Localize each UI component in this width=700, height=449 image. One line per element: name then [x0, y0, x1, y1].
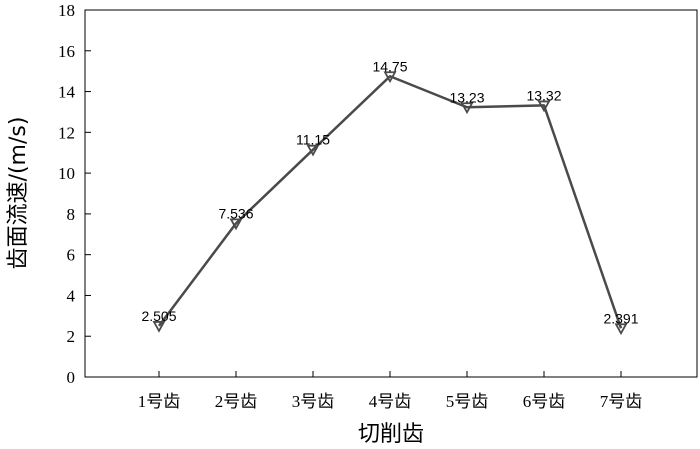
data-label: 2.505: [141, 308, 176, 324]
data-point-marker: [537, 100, 551, 113]
y-tick-label: 4: [67, 286, 76, 305]
data-label: 7.536: [218, 205, 253, 221]
series-line: [158, 75, 623, 329]
series-layer: 2.505 7.536 11.15 14.75 13.23 13.32 2.391: [141, 58, 639, 336]
data-point-marker: [306, 144, 320, 157]
y-tick-label: 0: [67, 368, 76, 387]
y-tick-label: 2: [67, 327, 76, 346]
y-axis-title: 齿面流速/(m/s): [6, 117, 31, 270]
y-tick-label: 16: [58, 42, 75, 61]
y-tick-label: 18: [58, 1, 75, 20]
data-point-marker: [229, 218, 243, 231]
y-tick-label: 8: [67, 205, 76, 224]
plot-frame: [84, 9, 698, 378]
data-label: 2.391: [603, 310, 638, 326]
data-point-marker: [460, 102, 474, 115]
x-axis-title: 切削齿: [358, 422, 424, 447]
data-label: 14.75: [372, 58, 407, 74]
data-point-marker: [152, 321, 166, 333]
x-tick-label: 1号齿: [138, 392, 181, 411]
y-tick-label: 12: [58, 123, 75, 142]
y-tick-label: 14: [58, 83, 76, 102]
data-point-marker: [383, 71, 397, 84]
data-label: 11.15: [296, 132, 330, 148]
x-tick-label: 7号齿: [600, 392, 643, 411]
x-tick-label: 3号齿: [292, 392, 335, 411]
y-tick-label: 10: [58, 164, 75, 183]
x-tick-label: 6号齿: [523, 392, 566, 411]
x-tick-label: 4号齿: [369, 392, 412, 411]
data-point-marker: [614, 323, 628, 336]
y-axis: 0 2 4 6 8 10 12 14 16 18: [58, 1, 91, 387]
y-tick-label: 6: [67, 246, 76, 265]
x-axis: 1号齿 2号齿 3号齿 4号齿 5号齿 6号齿 7号齿: [138, 371, 643, 411]
data-label: 13.23: [449, 89, 484, 105]
x-tick-label: 2号齿: [215, 392, 258, 411]
x-tick-label: 5号齿: [446, 392, 489, 411]
data-label: 13.32: [526, 87, 561, 103]
